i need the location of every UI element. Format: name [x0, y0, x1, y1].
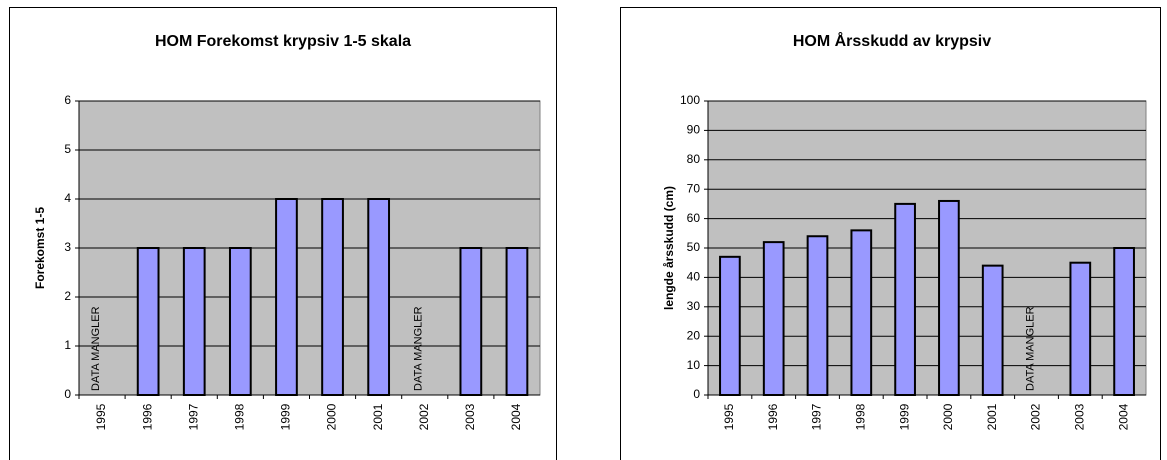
x-tick-label: 1998: [233, 403, 247, 430]
bar: [321, 198, 344, 396]
x-tick-label: 2001: [985, 403, 999, 430]
bar: [806, 235, 829, 396]
x-tick-label: 1995: [722, 403, 736, 430]
x-tick-label: 1995: [94, 403, 108, 430]
x-tick-label: 2004: [1116, 403, 1130, 430]
y-tick-label: 30: [687, 299, 701, 313]
annotation: DATA MANGLER: [1024, 306, 1036, 391]
y-tick-label: 50: [687, 240, 701, 254]
y-tick-label: 100: [680, 93, 700, 107]
x-tick-label: 1999: [279, 403, 293, 430]
y-tick-label: 1: [64, 338, 71, 352]
x-tick-label: 1997: [186, 403, 200, 430]
chart: HOM Forekomst krypsiv 1-5 skala 0 1 2 3 4 5 6 Fo…: [9, 7, 557, 460]
x-tick-label: 1996: [766, 403, 780, 430]
y-tick-label: 5: [64, 142, 71, 156]
x-tick-label: 1996: [140, 403, 154, 430]
bar: [136, 247, 160, 396]
bar: [182, 247, 206, 396]
bar: [505, 247, 529, 396]
bar: [367, 198, 391, 396]
x-tick-label: 2003: [1072, 403, 1086, 430]
y-tick-label: 10: [687, 358, 701, 372]
bar: [981, 264, 1004, 397]
annotation: DATA MANGLER: [413, 306, 425, 391]
y-tick-label: 4: [64, 191, 71, 205]
chart: HOM Årsskudd av krypsiv 0 10 20 30 40 50 60 70 80…: [620, 7, 1161, 460]
bar: [719, 255, 741, 396]
bar: [275, 198, 298, 396]
y-tick-label: 0: [693, 387, 700, 401]
bar: [850, 229, 873, 396]
y-axis-label: lengde årsskudd (cm): [662, 186, 676, 310]
x-tick-label: 2002: [417, 403, 431, 430]
bar: [894, 202, 916, 396]
bar: [459, 247, 483, 396]
y-tick-label: 2: [64, 289, 71, 303]
y-axis-label: Forekomst 1-5: [33, 207, 47, 289]
y-tick-label: 20: [687, 328, 701, 342]
chart-title: HOM Forekomst krypsiv 1-5 skala: [155, 33, 411, 50]
y-tick-label: 80: [687, 152, 701, 166]
x-tick-label: 2004: [509, 403, 523, 430]
y-tick-label: 40: [687, 270, 701, 284]
x-tick-label: 2002: [1029, 403, 1043, 430]
y-tick-label: 90: [687, 123, 701, 137]
chart-title: HOM Årsskudd av krypsiv: [793, 31, 991, 50]
y-tick-label: 70: [687, 181, 701, 195]
x-tick-label: 2001: [371, 403, 385, 430]
y-tick-label: 0: [64, 387, 71, 401]
bar: [938, 199, 960, 396]
x-tick-label: 1997: [810, 403, 824, 430]
y-tick-label: 60: [687, 211, 701, 225]
bar: [1069, 261, 1092, 397]
bar: [762, 241, 785, 396]
bar: [228, 247, 252, 396]
x-tick-label: 2003: [463, 403, 477, 430]
y-tick-label: 3: [64, 240, 71, 254]
x-tick-label: 2000: [325, 403, 339, 430]
x-tick-label: 1998: [853, 403, 867, 430]
x-tick-label: 1999: [897, 403, 911, 430]
y-tick-label: 6: [64, 93, 71, 107]
bar: [1113, 247, 1135, 396]
x-tick-label: 2000: [941, 403, 955, 430]
annotation: DATA MANGLER: [90, 306, 102, 391]
